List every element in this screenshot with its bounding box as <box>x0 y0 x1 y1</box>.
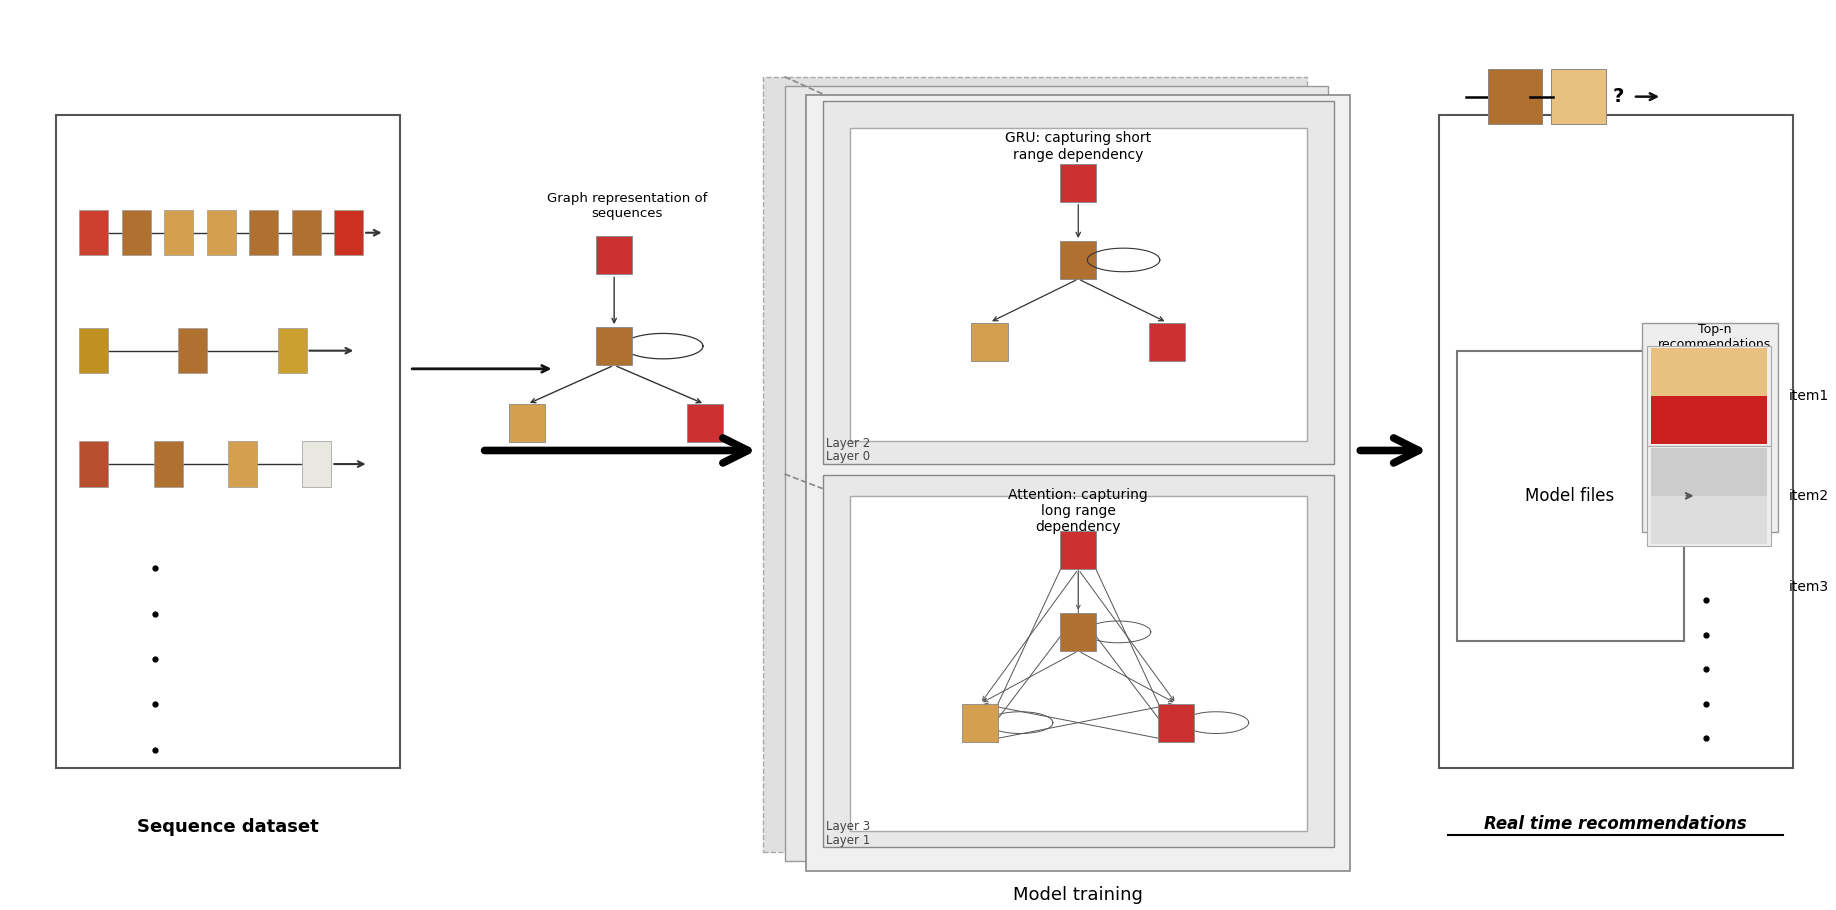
Text: item2: item2 <box>1788 489 1829 503</box>
FancyBboxPatch shape <box>823 101 1335 464</box>
FancyBboxPatch shape <box>79 328 108 373</box>
FancyBboxPatch shape <box>277 328 307 373</box>
FancyBboxPatch shape <box>79 210 108 256</box>
FancyBboxPatch shape <box>154 441 182 487</box>
FancyBboxPatch shape <box>597 327 632 365</box>
FancyBboxPatch shape <box>163 210 193 256</box>
Text: Graph representation of
sequences: Graph representation of sequences <box>547 191 707 219</box>
FancyBboxPatch shape <box>1647 346 1770 446</box>
Text: Attention: capturing
long range
dependency: Attention: capturing long range dependen… <box>1008 488 1148 534</box>
FancyBboxPatch shape <box>509 404 545 442</box>
Text: GRU: capturing short
range dependency: GRU: capturing short range dependency <box>1004 131 1151 162</box>
FancyBboxPatch shape <box>1651 396 1766 444</box>
FancyBboxPatch shape <box>1651 348 1766 396</box>
FancyBboxPatch shape <box>784 86 1329 862</box>
FancyBboxPatch shape <box>1651 448 1766 496</box>
FancyBboxPatch shape <box>1647 446 1770 546</box>
FancyBboxPatch shape <box>850 128 1307 441</box>
FancyBboxPatch shape <box>1149 322 1186 360</box>
Text: Sequence dataset: Sequence dataset <box>138 818 319 836</box>
FancyBboxPatch shape <box>1651 496 1766 544</box>
FancyBboxPatch shape <box>1059 241 1096 279</box>
FancyBboxPatch shape <box>1059 612 1096 651</box>
FancyBboxPatch shape <box>597 237 632 275</box>
FancyBboxPatch shape <box>971 322 1008 360</box>
FancyBboxPatch shape <box>228 441 257 487</box>
FancyBboxPatch shape <box>121 210 151 256</box>
Text: item1: item1 <box>1788 389 1829 403</box>
FancyBboxPatch shape <box>1487 69 1542 124</box>
FancyBboxPatch shape <box>1159 703 1193 742</box>
Text: Layer 2: Layer 2 <box>826 437 870 450</box>
FancyBboxPatch shape <box>79 441 108 487</box>
FancyBboxPatch shape <box>1439 115 1792 768</box>
Text: Layer 3: Layer 3 <box>826 820 870 833</box>
Text: Real time recommendations: Real time recommendations <box>1483 815 1746 834</box>
Text: Top-n
recommendations: Top-n recommendations <box>1658 323 1772 351</box>
FancyBboxPatch shape <box>762 76 1307 853</box>
FancyBboxPatch shape <box>250 210 279 256</box>
FancyBboxPatch shape <box>207 210 235 256</box>
FancyBboxPatch shape <box>334 210 364 256</box>
FancyBboxPatch shape <box>55 115 400 768</box>
FancyBboxPatch shape <box>823 475 1335 847</box>
Text: item3: item3 <box>1788 580 1829 593</box>
Text: Layer 0: Layer 0 <box>826 450 870 463</box>
Text: Model training: Model training <box>1013 886 1144 904</box>
FancyBboxPatch shape <box>962 703 999 742</box>
Text: Model files: Model files <box>1526 487 1614 505</box>
FancyBboxPatch shape <box>1458 350 1684 641</box>
FancyBboxPatch shape <box>1059 531 1096 570</box>
FancyBboxPatch shape <box>1641 323 1777 532</box>
FancyBboxPatch shape <box>806 95 1349 871</box>
Text: ?: ? <box>1612 87 1625 106</box>
FancyBboxPatch shape <box>178 328 207 373</box>
FancyBboxPatch shape <box>1059 164 1096 202</box>
FancyBboxPatch shape <box>1551 69 1606 124</box>
FancyBboxPatch shape <box>687 404 723 442</box>
Text: Layer 1: Layer 1 <box>826 834 870 847</box>
FancyBboxPatch shape <box>292 210 321 256</box>
FancyBboxPatch shape <box>303 441 330 487</box>
FancyBboxPatch shape <box>850 496 1307 832</box>
